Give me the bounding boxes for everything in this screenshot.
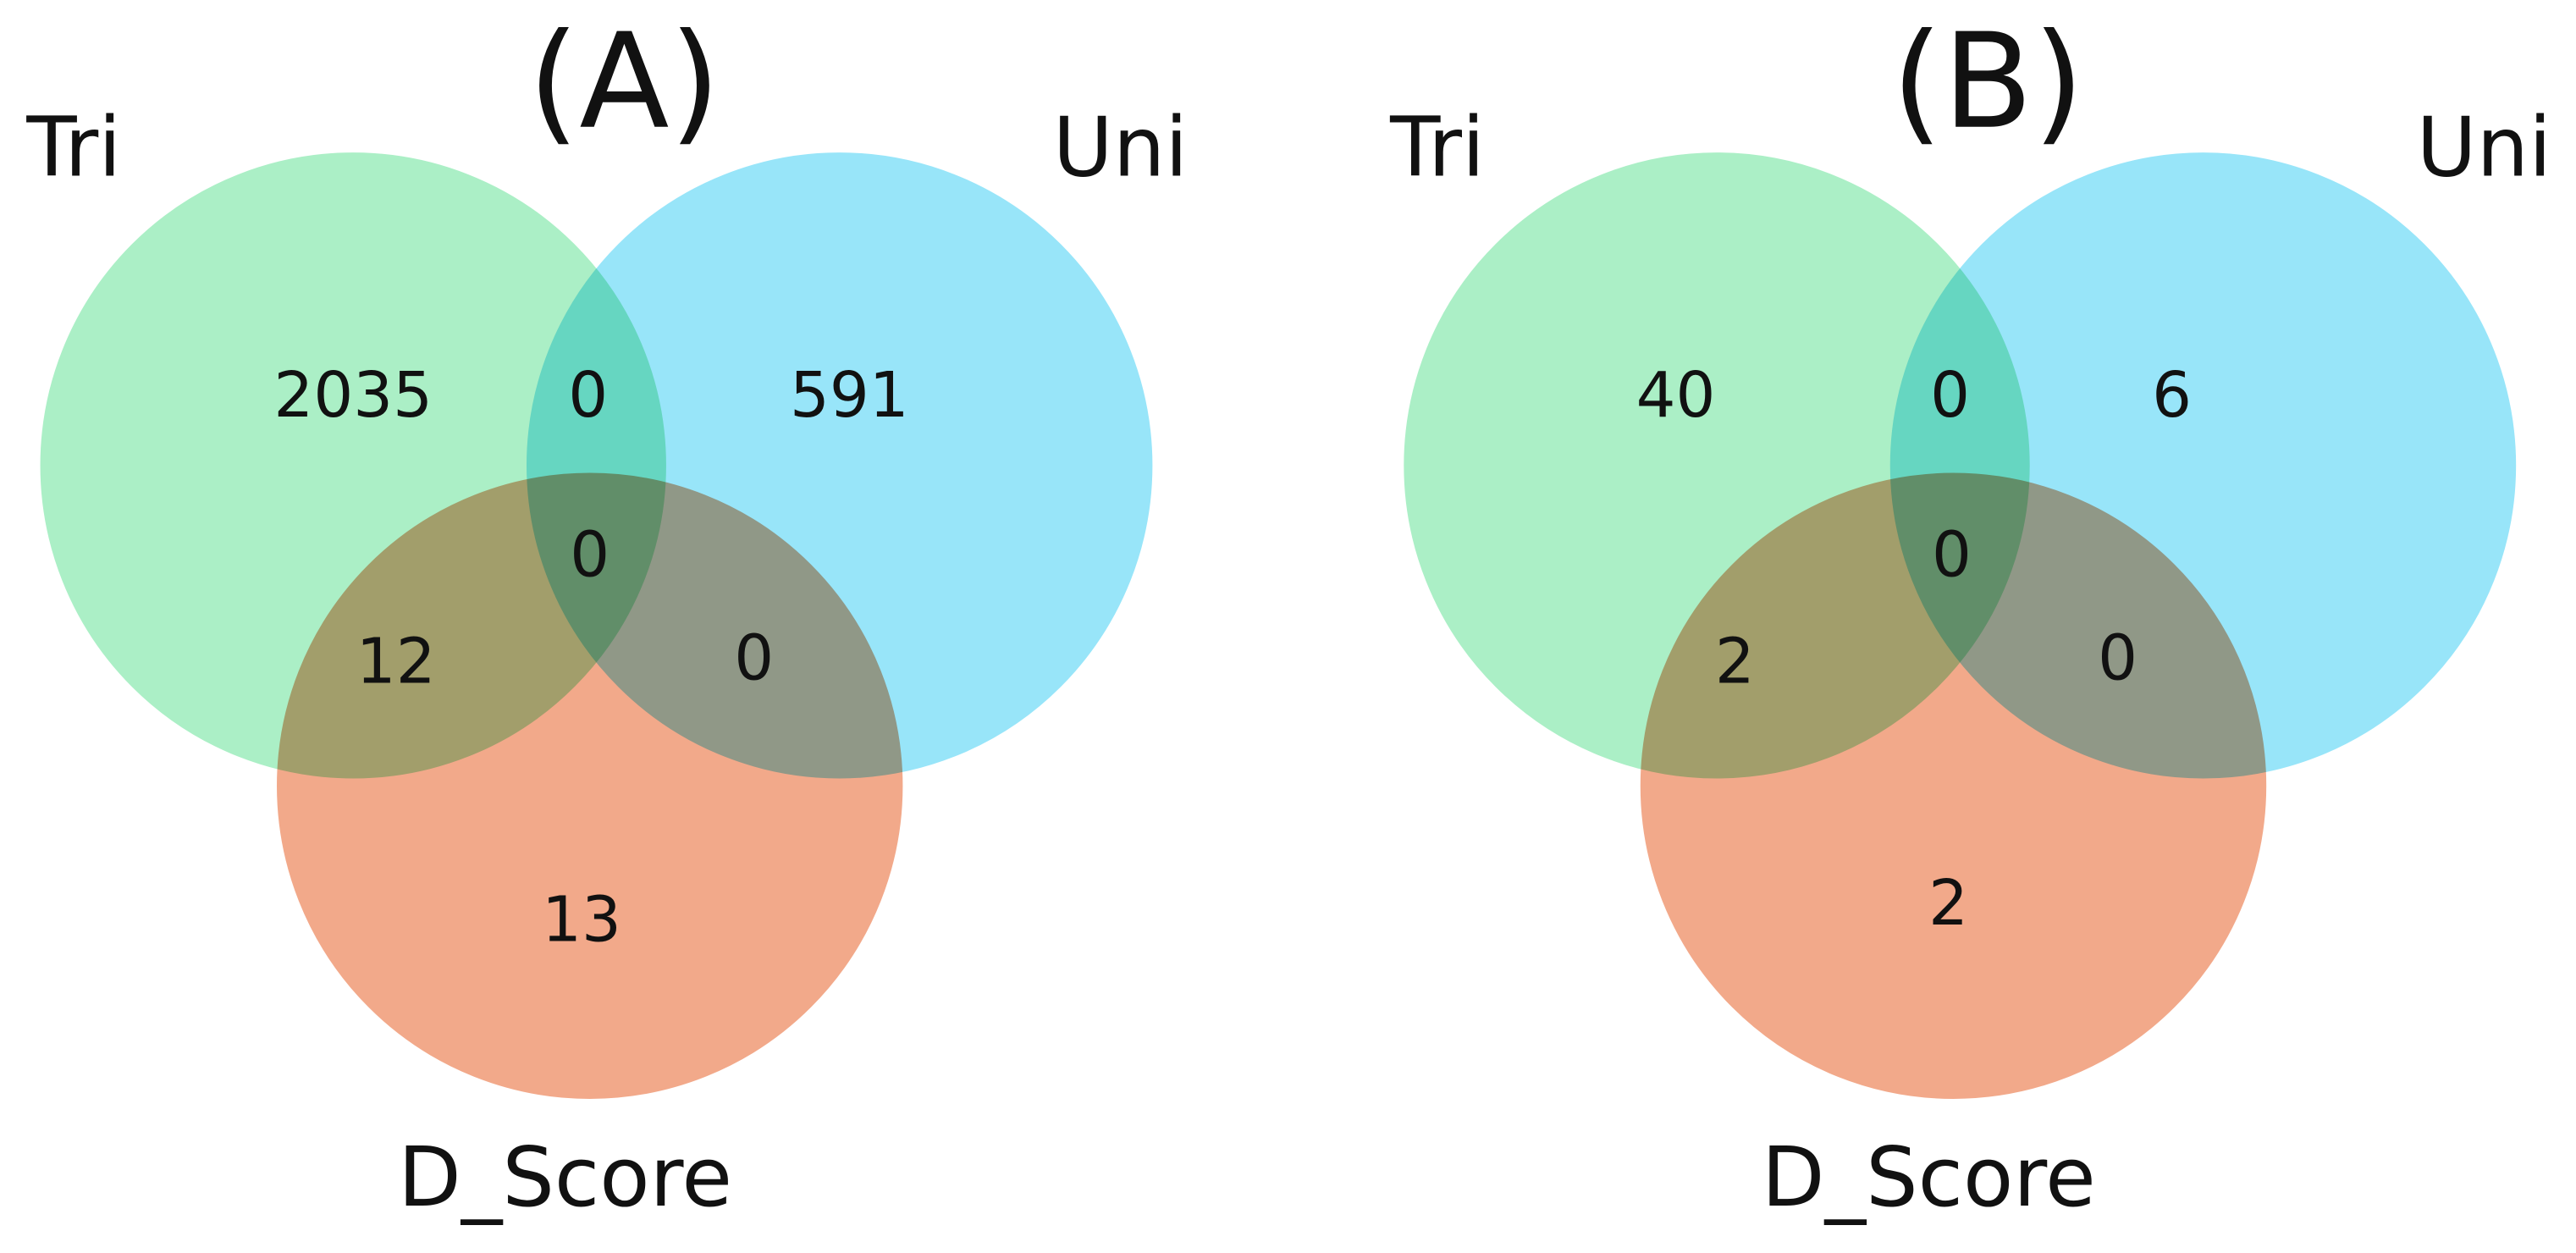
region-count: 2 xyxy=(1928,868,1968,940)
region-count: 2035 xyxy=(273,360,433,432)
region-count: 0 xyxy=(570,519,610,591)
region-count: 0 xyxy=(568,360,608,432)
panel-title: (B) xyxy=(1891,5,2084,158)
region-count: 12 xyxy=(356,626,436,698)
region-count: 40 xyxy=(1636,360,1716,432)
panel-title: (A) xyxy=(528,5,720,158)
region-count: 0 xyxy=(1930,360,1970,432)
region-count: 0 xyxy=(734,623,774,695)
set-circle xyxy=(1635,467,2272,1104)
set-label: Tri xyxy=(1389,99,1485,195)
region-count: 0 xyxy=(2098,623,2137,695)
region-count: 591 xyxy=(790,360,909,432)
region-count: 0 xyxy=(1932,519,1972,591)
region-count: 13 xyxy=(542,884,621,956)
set-circle xyxy=(272,467,908,1104)
set-label: Uni xyxy=(1053,99,1188,195)
set-label: Uni xyxy=(2417,99,2551,195)
set-label: Tri xyxy=(25,99,121,195)
venn-panel: (A) Tri Uni D_Score 2035 12 0 0 591 0 13 xyxy=(25,5,1188,1225)
region-count: 6 xyxy=(2152,360,2192,432)
region-count: 2 xyxy=(1715,626,1755,698)
set-label: D_Score xyxy=(1762,1129,2096,1225)
set-label: D_Score xyxy=(398,1129,732,1225)
